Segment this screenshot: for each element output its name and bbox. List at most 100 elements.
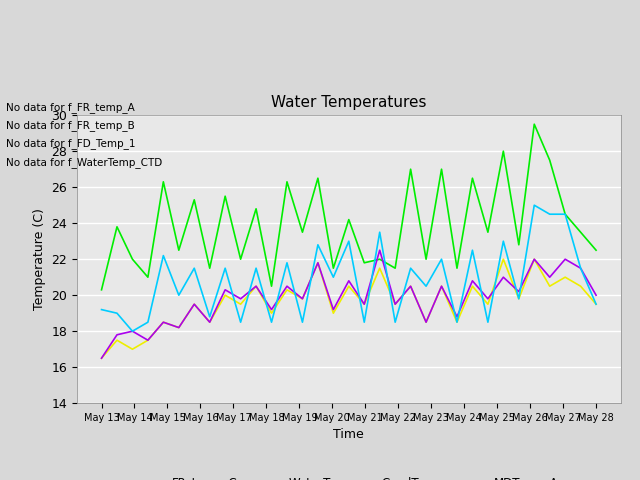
FR_temp_C (391, 265, 399, 271)
MDTemp_A (221, 265, 229, 271)
Text: No data for f_FR_temp_A: No data for f_FR_temp_A (6, 102, 135, 113)
CondTemp (299, 296, 307, 301)
FR_temp_C (577, 229, 584, 235)
FR_temp_C (546, 157, 554, 163)
CondTemp (561, 256, 569, 262)
WaterT (237, 301, 244, 307)
WaterT (314, 260, 322, 265)
MDTemp_A (175, 292, 182, 298)
CondTemp (360, 301, 368, 307)
WaterT (561, 274, 569, 280)
WaterT (144, 337, 152, 343)
WaterT (330, 310, 337, 316)
MDTemp_A (391, 319, 399, 325)
FR_temp_C (283, 179, 291, 185)
WaterT (175, 325, 182, 331)
FR_temp_C (314, 175, 322, 181)
MDTemp_A (407, 265, 415, 271)
CondTemp (268, 307, 275, 312)
MDTemp_A (561, 211, 569, 217)
FR_temp_C (98, 287, 106, 293)
FR_temp_C (561, 211, 569, 217)
MDTemp_A (144, 319, 152, 325)
CondTemp (422, 319, 430, 325)
Line: FR_temp_C: FR_temp_C (102, 124, 596, 290)
Title: Water Temperatures: Water Temperatures (271, 95, 426, 110)
MDTemp_A (252, 265, 260, 271)
FR_temp_C (345, 217, 353, 223)
MDTemp_A (191, 265, 198, 271)
CondTemp (283, 283, 291, 289)
CondTemp (438, 283, 445, 289)
MDTemp_A (345, 239, 353, 244)
CondTemp (314, 260, 322, 265)
CondTemp (237, 296, 244, 301)
WaterT (360, 301, 368, 307)
FR_temp_C (515, 242, 523, 248)
MDTemp_A (360, 319, 368, 325)
MDTemp_A (484, 319, 492, 325)
MDTemp_A (159, 252, 167, 258)
FR_temp_C (592, 247, 600, 253)
FR_temp_C (144, 274, 152, 280)
WaterT (499, 256, 507, 262)
FR_temp_C (531, 121, 538, 127)
CondTemp (546, 274, 554, 280)
Line: MDTemp_A: MDTemp_A (102, 205, 596, 331)
FR_temp_C (252, 206, 260, 212)
FR_temp_C (159, 179, 167, 185)
WaterT (546, 283, 554, 289)
CondTemp (221, 287, 229, 293)
MDTemp_A (314, 242, 322, 248)
CondTemp (330, 307, 337, 312)
CondTemp (531, 256, 538, 262)
CondTemp (592, 292, 600, 298)
CondTemp (144, 337, 152, 343)
FR_temp_C (237, 256, 244, 262)
MDTemp_A (268, 319, 275, 325)
Text: No data for f_FD_Temp_1: No data for f_FD_Temp_1 (6, 138, 136, 149)
FR_temp_C (191, 197, 198, 203)
CondTemp (159, 319, 167, 325)
WaterT (453, 319, 461, 325)
WaterT (268, 310, 275, 316)
WaterT (438, 283, 445, 289)
WaterT (129, 347, 136, 352)
FR_temp_C (453, 265, 461, 271)
CondTemp (175, 325, 182, 331)
FR_temp_C (299, 229, 307, 235)
WaterT (299, 296, 307, 301)
CondTemp (98, 355, 106, 361)
WaterT (515, 296, 523, 301)
CondTemp (407, 283, 415, 289)
WaterT (191, 301, 198, 307)
Text: No data for f_FR_temp_B: No data for f_FR_temp_B (6, 120, 135, 131)
CondTemp (453, 314, 461, 320)
MDTemp_A (113, 310, 121, 316)
FR_temp_C (438, 167, 445, 172)
WaterT (592, 301, 600, 307)
FR_temp_C (468, 175, 476, 181)
WaterT (221, 292, 229, 298)
WaterT (376, 265, 383, 271)
CondTemp (206, 319, 214, 325)
MDTemp_A (330, 274, 337, 280)
WaterT (283, 287, 291, 293)
FR_temp_C (206, 265, 214, 271)
CondTemp (345, 278, 353, 284)
X-axis label: Time: Time (333, 429, 364, 442)
WaterT (159, 319, 167, 325)
CondTemp (484, 296, 492, 301)
MDTemp_A (129, 328, 136, 334)
FR_temp_C (129, 256, 136, 262)
MDTemp_A (577, 265, 584, 271)
MDTemp_A (98, 307, 106, 312)
MDTemp_A (531, 203, 538, 208)
FR_temp_C (360, 260, 368, 265)
MDTemp_A (546, 211, 554, 217)
FR_temp_C (268, 283, 275, 289)
CondTemp (129, 328, 136, 334)
FR_temp_C (407, 167, 415, 172)
WaterT (391, 301, 399, 307)
CondTemp (515, 289, 523, 295)
